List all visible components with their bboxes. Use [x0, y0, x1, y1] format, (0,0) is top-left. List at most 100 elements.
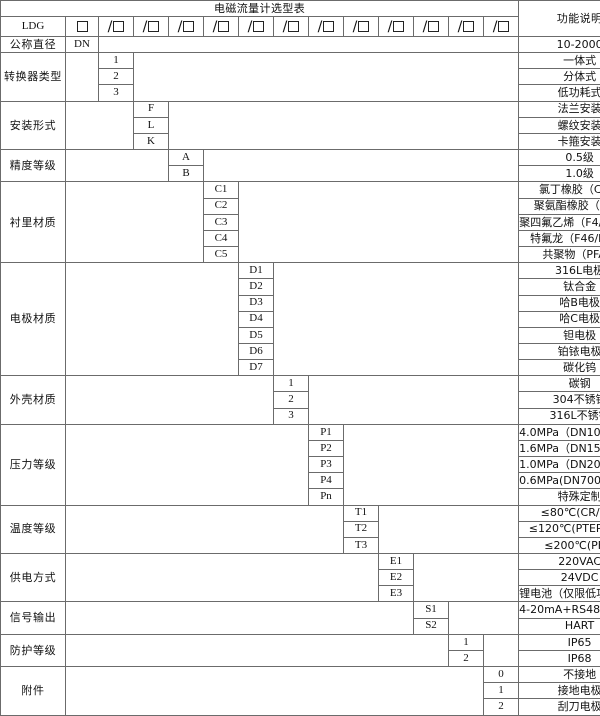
code-cell[interactable]: D6: [238, 342, 274, 361]
code-box-4[interactable]: /: [168, 16, 204, 37]
category-label-9: 温度等级: [0, 504, 66, 555]
category-label-2: 转换器类型: [0, 52, 66, 102]
description-cell: 304不锈钢: [518, 391, 600, 409]
code-cell[interactable]: P2: [308, 439, 344, 458]
code-box-1[interactable]: [65, 16, 99, 37]
code-cell[interactable]: 2: [482, 698, 520, 716]
code-cell[interactable]: 2: [448, 649, 484, 668]
category-label-11: 信号输出: [0, 601, 66, 635]
table-row: P3 1.0MPa（DN200~DN600）: [1, 456, 600, 474]
table-row: C4 特氟龙（F46/FEP）: [1, 229, 600, 248]
description-cell: 1.0级: [518, 165, 600, 183]
code-cell[interactable]: P3: [308, 456, 344, 474]
description-cell: 低功耗式: [518, 84, 600, 102]
code-cell[interactable]: L: [133, 116, 169, 134]
left-filler: [65, 375, 274, 425]
left-filler: [65, 601, 414, 635]
code-cell[interactable]: T3: [343, 536, 379, 555]
left-filler: [65, 52, 99, 102]
table-row: B 1.0级: [1, 165, 600, 183]
description-cell: 刮刀电极: [518, 698, 600, 716]
description-cell: IP65: [518, 633, 600, 651]
description-cell: 铂铱电极: [518, 342, 600, 361]
code-box-11[interactable]: /: [413, 16, 449, 37]
table-row: D4 哈C电极: [1, 310, 600, 328]
table-row: D7 碳化钨: [1, 359, 600, 377]
code-box-6[interactable]: /: [238, 16, 274, 37]
code-box-7[interactable]: /: [273, 16, 309, 37]
description-cell: ≤120℃(PTEP/FEP): [518, 520, 600, 538]
code-cell[interactable]: C3: [203, 213, 239, 231]
code-cell[interactable]: 1: [98, 52, 134, 70]
code-cell[interactable]: A: [168, 149, 204, 167]
table-row: 2 刮刀电极: [1, 698, 600, 716]
description-cell: ≤80℃(CR/PU): [518, 504, 600, 522]
description-cell: 聚氨酯橡胶（PU）: [518, 197, 600, 215]
table-row: E3 锂电池（仅限低功耗式）: [1, 585, 600, 603]
code-cell[interactable]: E3: [378, 585, 414, 603]
code-cell[interactable]: B: [168, 165, 204, 183]
code-cell[interactable]: D7: [238, 359, 274, 377]
description-cell: 1.6MPa（DN15~150）: [518, 439, 600, 458]
model-prefix-label: LDG: [0, 16, 66, 37]
code-cell[interactable]: 2: [273, 391, 309, 409]
left-filler: [65, 633, 449, 668]
code-cell[interactable]: P1: [308, 423, 344, 441]
code-box-8[interactable]: /: [308, 16, 344, 37]
right-filler: [132, 52, 520, 102]
left-filler: [65, 149, 169, 183]
code-cell[interactable]: D2: [238, 278, 274, 296]
code-cell[interactable]: 2: [98, 68, 134, 86]
code-box-2[interactable]: /: [98, 16, 134, 37]
code-cell[interactable]: S2: [413, 617, 449, 635]
table-row: 3 316L不锈钢: [1, 407, 600, 425]
code-cell[interactable]: C4: [203, 229, 239, 248]
code-cell[interactable]: C1: [203, 181, 239, 199]
category-label-1: 公称直径: [0, 35, 66, 54]
code-cell[interactable]: 3: [273, 407, 309, 425]
code-cell[interactable]: D1: [238, 262, 274, 280]
code-cell[interactable]: C5: [203, 246, 239, 264]
code-cell[interactable]: P4: [308, 472, 344, 490]
description-cell: 法兰安装: [518, 100, 600, 118]
model-code-row: LDG/////////////: [0, 16, 600, 37]
code-cell[interactable]: C2: [203, 197, 239, 215]
code-cell[interactable]: S1: [413, 601, 449, 619]
code-cell[interactable]: F: [133, 100, 169, 118]
description-cell: 24VDC: [518, 569, 600, 587]
code-box-13[interactable]: /: [482, 16, 520, 37]
code-cell[interactable]: 3: [98, 84, 134, 102]
category-label-3: 安装形式: [0, 100, 66, 151]
code-cell[interactable]: 1: [448, 633, 484, 651]
code-cell[interactable]: E2: [378, 569, 414, 587]
right-filler: [342, 423, 520, 506]
category-label-4: 精度等级: [0, 149, 66, 183]
code-box-5[interactable]: /: [203, 16, 239, 37]
description-cell: 1.0MPa（DN200~DN600）: [518, 456, 600, 474]
right-filler: [307, 375, 520, 425]
description-cell: 220VAC: [518, 552, 600, 571]
code-cell[interactable]: D3: [238, 294, 274, 312]
code-cell[interactable]: DN: [65, 35, 99, 54]
code-box-3[interactable]: /: [133, 16, 169, 37]
code-cell[interactable]: T1: [343, 504, 379, 522]
code-cell[interactable]: T2: [343, 520, 379, 538]
code-cell[interactable]: 1: [273, 375, 309, 393]
code-cell[interactable]: K: [133, 132, 169, 151]
description-cell: 分体式: [518, 68, 600, 86]
code-cell[interactable]: 0: [482, 666, 520, 684]
table-row: D2 钛合金: [1, 278, 600, 296]
code-box-9[interactable]: /: [343, 16, 379, 37]
code-cell[interactable]: D5: [238, 326, 274, 344]
code-box-12[interactable]: /: [448, 16, 484, 37]
description-cell: 碳化钨: [518, 359, 600, 377]
description-cell: IP68: [518, 649, 600, 668]
code-cell[interactable]: D4: [238, 310, 274, 328]
code-cell[interactable]: Pn: [308, 488, 344, 506]
table-row: 转换器类型 1 一体式: [0, 52, 600, 102]
description-cell: 氯丁橡胶（CR）: [518, 181, 600, 199]
code-cell[interactable]: 1: [482, 682, 520, 700]
code-box-10[interactable]: /: [378, 16, 414, 37]
description-cell: 316L电极: [518, 262, 600, 280]
code-cell[interactable]: E1: [378, 552, 414, 571]
